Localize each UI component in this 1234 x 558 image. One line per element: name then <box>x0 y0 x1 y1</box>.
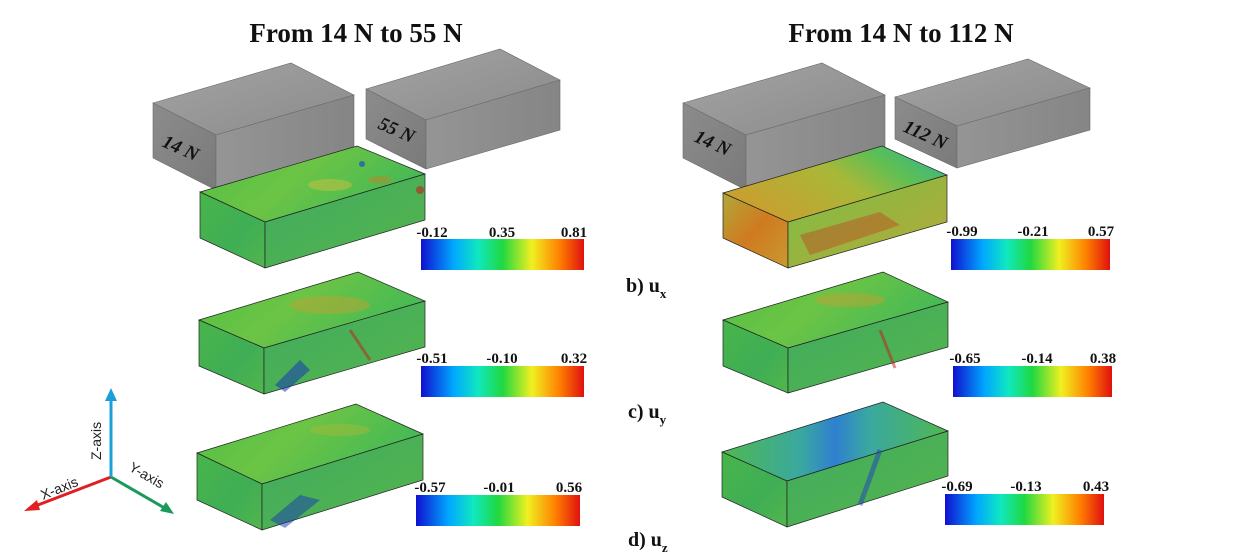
contour-block-left-ux <box>199 145 427 269</box>
colorbar-left-uz: -0.57 -0.01 0.56 <box>414 480 583 526</box>
colorbar-left-uy: -0.51 -0.10 0.32 <box>416 351 587 397</box>
colorbar-right-uy: -0.65 -0.14 0.38 <box>949 351 1116 397</box>
colorbar-tick-min: -0.69 <box>941 479 972 495</box>
grey-block-right-112n: 112 N <box>894 58 1091 169</box>
grey-block-left-14n: 14 N <box>152 62 355 191</box>
row-label-uz: d) uz <box>628 529 668 555</box>
colorbar-left-ux: -0.12 0.35 0.81 <box>416 225 587 270</box>
z-axis-arrowhead <box>105 388 117 401</box>
title-left: From 14 N to 55 N <box>249 18 463 48</box>
colorbar-tick-max: 0.81 <box>561 225 587 241</box>
grey-block-right-14n: 14 N <box>682 62 886 191</box>
row-label-ux: b) ux <box>626 275 667 301</box>
contour-block-left-uz <box>196 403 424 531</box>
colorbar-tick-min: -0.65 <box>949 351 980 367</box>
row-label-uy: c) uy <box>628 401 667 427</box>
colorbar-tick-min: -0.57 <box>414 480 446 496</box>
colorbar-tick-min: -0.51 <box>416 351 447 367</box>
colorbar-tick-max: 0.57 <box>1088 224 1115 240</box>
y-axis-label: Y-axis <box>127 459 168 492</box>
colorbar-tick-min: -0.99 <box>946 224 977 240</box>
contour-block-right-uz <box>721 401 949 528</box>
colorbar-tick-mid: -0.13 <box>1010 479 1041 495</box>
colorbar-right-uz: -0.69 -0.13 0.43 <box>941 479 1109 525</box>
colorbar-tick-max: 0.43 <box>1083 479 1109 495</box>
colorbar-tick-max: 0.32 <box>561 351 587 367</box>
contour-block-right-uy <box>721 271 950 394</box>
x-axis-arrow <box>29 475 112 510</box>
colorbar-tick-mid: 0.35 <box>489 225 515 241</box>
contour-block-left-uy <box>197 271 427 395</box>
y-axis-arrowhead <box>160 502 174 514</box>
colorbar-right-ux: -0.99 -0.21 0.57 <box>946 224 1115 270</box>
colorbar-tick-max: 0.56 <box>556 480 583 496</box>
contour-block-right-ux <box>721 145 949 269</box>
x-axis-arrowhead <box>24 500 40 511</box>
title-right: From 14 N to 112 N <box>788 18 1014 48</box>
z-axis-label: Z-axis <box>88 422 104 460</box>
axes-triad: X-axis Y-axis Z-axis <box>24 388 174 514</box>
colorbar-tick-mid: -0.10 <box>486 351 517 367</box>
colorbar-tick-mid: -0.21 <box>1017 224 1048 240</box>
colorbar-tick-mid: -0.01 <box>483 480 514 496</box>
colorbar-tick-max: 0.38 <box>1090 351 1116 367</box>
y-axis-arrow <box>110 475 169 512</box>
colorbar-tick-mid: -0.14 <box>1021 351 1053 367</box>
grey-block-left-55n: 55 N <box>365 48 561 170</box>
colorbar-tick-min: -0.12 <box>416 225 447 241</box>
